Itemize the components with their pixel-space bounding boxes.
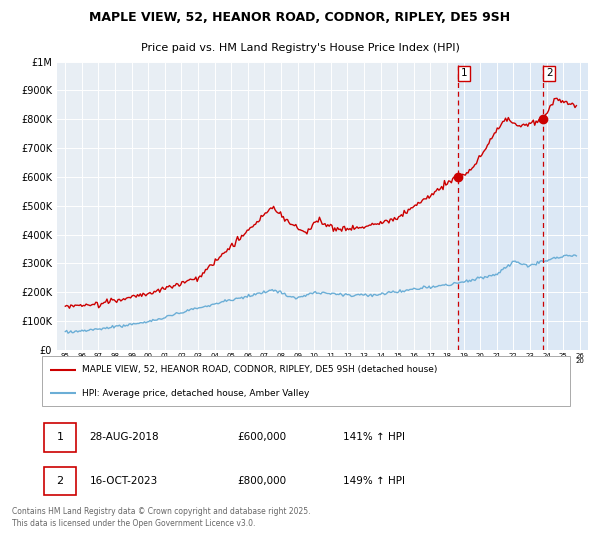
FancyBboxPatch shape	[44, 423, 76, 452]
Text: £600,000: £600,000	[238, 432, 286, 442]
Text: 16-OCT-2023: 16-OCT-2023	[89, 476, 158, 486]
Text: 1: 1	[461, 68, 467, 78]
Bar	[458, 62, 588, 350]
FancyBboxPatch shape	[44, 466, 76, 495]
Text: Price paid vs. HM Land Registry's House Price Index (HPI): Price paid vs. HM Land Registry's House …	[140, 43, 460, 53]
Text: MAPLE VIEW, 52, HEANOR ROAD, CODNOR, RIPLEY, DE5 9SH: MAPLE VIEW, 52, HEANOR ROAD, CODNOR, RIP…	[89, 11, 511, 24]
Text: £800,000: £800,000	[238, 476, 286, 486]
Text: 2: 2	[56, 476, 64, 486]
Text: HPI: Average price, detached house, Amber Valley: HPI: Average price, detached house, Ambe…	[82, 389, 309, 398]
Text: 1: 1	[56, 432, 64, 442]
Text: 141% ↑ HPI: 141% ↑ HPI	[343, 432, 405, 442]
Text: MAPLE VIEW, 52, HEANOR ROAD, CODNOR, RIPLEY, DE5 9SH (detached house): MAPLE VIEW, 52, HEANOR ROAD, CODNOR, RIP…	[82, 365, 437, 374]
Text: 149% ↑ HPI: 149% ↑ HPI	[343, 476, 405, 486]
Text: 28-AUG-2018: 28-AUG-2018	[89, 432, 159, 442]
Text: 2: 2	[546, 68, 553, 78]
Text: Contains HM Land Registry data © Crown copyright and database right 2025.
This d: Contains HM Land Registry data © Crown c…	[12, 507, 311, 528]
